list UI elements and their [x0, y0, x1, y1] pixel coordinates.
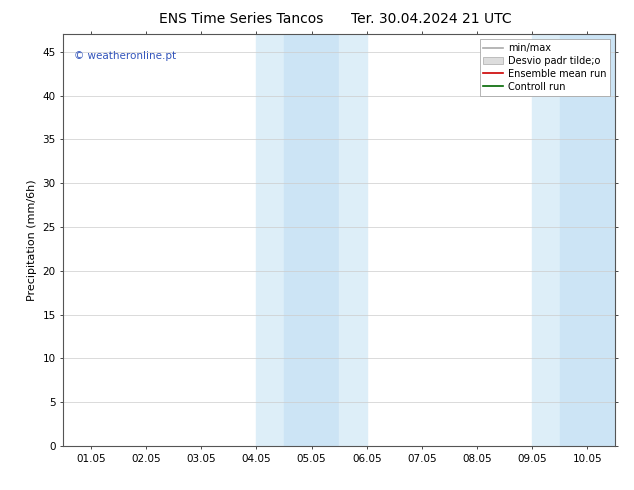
Text: Ter. 30.04.2024 21 UTC: Ter. 30.04.2024 21 UTC	[351, 12, 512, 26]
Y-axis label: Precipitation (mm/6h): Precipitation (mm/6h)	[27, 179, 37, 301]
Text: © weatheronline.pt: © weatheronline.pt	[74, 51, 176, 61]
Legend: min/max, Desvio padr tilde;o, Ensemble mean run, Controll run: min/max, Desvio padr tilde;o, Ensemble m…	[479, 39, 610, 96]
Bar	[339, 34, 367, 446]
Bar	[533, 34, 560, 446]
Bar	[560, 34, 615, 446]
Bar	[256, 34, 284, 446]
Text: ENS Time Series Tancos: ENS Time Series Tancos	[158, 12, 323, 26]
Bar	[284, 34, 339, 446]
